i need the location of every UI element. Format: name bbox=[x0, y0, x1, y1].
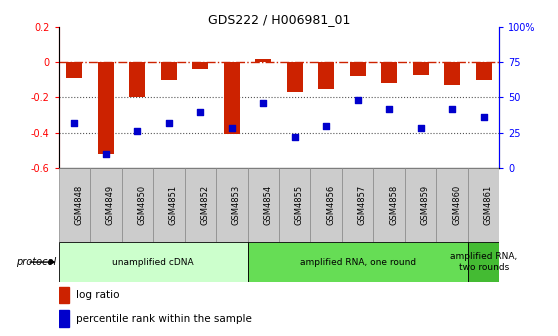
Text: amplified RNA,
two rounds: amplified RNA, two rounds bbox=[450, 252, 517, 272]
Text: GSM4852: GSM4852 bbox=[200, 185, 209, 225]
Bar bbox=[185, 168, 216, 242]
Bar bbox=[153, 168, 185, 242]
Text: GSM4860: GSM4860 bbox=[452, 185, 461, 225]
Bar bbox=[193, 62, 208, 69]
Bar bbox=[122, 168, 153, 242]
Point bbox=[165, 120, 174, 126]
Point bbox=[227, 126, 236, 131]
Bar bbox=[342, 168, 373, 242]
Text: GSM4859: GSM4859 bbox=[421, 185, 430, 225]
Bar bbox=[436, 168, 468, 242]
Bar bbox=[66, 62, 82, 78]
Bar bbox=[98, 62, 114, 154]
Bar bbox=[59, 287, 69, 303]
Point bbox=[448, 106, 456, 112]
Point bbox=[385, 106, 394, 112]
Bar bbox=[413, 62, 429, 75]
Bar bbox=[248, 242, 468, 282]
Text: GSM4858: GSM4858 bbox=[389, 185, 398, 225]
Bar bbox=[90, 168, 122, 242]
Text: GSM4855: GSM4855 bbox=[295, 185, 304, 225]
Title: GDS222 / H006981_01: GDS222 / H006981_01 bbox=[208, 13, 350, 26]
Bar bbox=[59, 310, 69, 327]
Point bbox=[416, 126, 425, 131]
Bar bbox=[319, 62, 334, 89]
Text: GSM4857: GSM4857 bbox=[358, 185, 367, 225]
Bar bbox=[224, 62, 239, 134]
Text: GSM4850: GSM4850 bbox=[137, 185, 146, 225]
Text: GSM4848: GSM4848 bbox=[74, 185, 83, 225]
Point bbox=[259, 100, 268, 106]
Bar bbox=[287, 62, 302, 92]
Bar bbox=[256, 58, 271, 62]
Point bbox=[133, 129, 142, 134]
Text: percentile rank within the sample: percentile rank within the sample bbox=[76, 314, 252, 324]
Text: amplified RNA, one round: amplified RNA, one round bbox=[300, 258, 416, 266]
Bar bbox=[248, 168, 279, 242]
Point bbox=[196, 109, 205, 114]
Point bbox=[353, 97, 362, 103]
Bar bbox=[161, 62, 177, 80]
Point bbox=[70, 120, 79, 126]
Bar bbox=[381, 62, 397, 83]
Bar bbox=[373, 168, 405, 242]
Text: protocol: protocol bbox=[16, 257, 56, 267]
Bar bbox=[279, 168, 310, 242]
Bar bbox=[476, 62, 492, 80]
Bar bbox=[468, 242, 499, 282]
Bar bbox=[59, 242, 248, 282]
Point bbox=[102, 151, 110, 157]
Bar bbox=[310, 168, 342, 242]
Text: GSM4853: GSM4853 bbox=[232, 185, 240, 225]
Text: unamplified cDNA: unamplified cDNA bbox=[112, 258, 194, 266]
Text: GSM4854: GSM4854 bbox=[263, 185, 272, 225]
Bar bbox=[350, 62, 365, 76]
Text: GSM4849: GSM4849 bbox=[106, 185, 115, 225]
Bar bbox=[444, 62, 460, 85]
Bar bbox=[216, 168, 248, 242]
Bar bbox=[468, 168, 499, 242]
Bar bbox=[405, 168, 436, 242]
Text: GSM4856: GSM4856 bbox=[326, 185, 335, 225]
Point bbox=[322, 123, 331, 128]
Point bbox=[479, 115, 488, 120]
Text: GSM4851: GSM4851 bbox=[169, 185, 178, 225]
Text: log ratio: log ratio bbox=[76, 290, 120, 300]
Bar bbox=[59, 168, 90, 242]
Bar bbox=[129, 62, 145, 97]
Text: GSM4861: GSM4861 bbox=[484, 185, 493, 225]
Point bbox=[290, 134, 299, 140]
